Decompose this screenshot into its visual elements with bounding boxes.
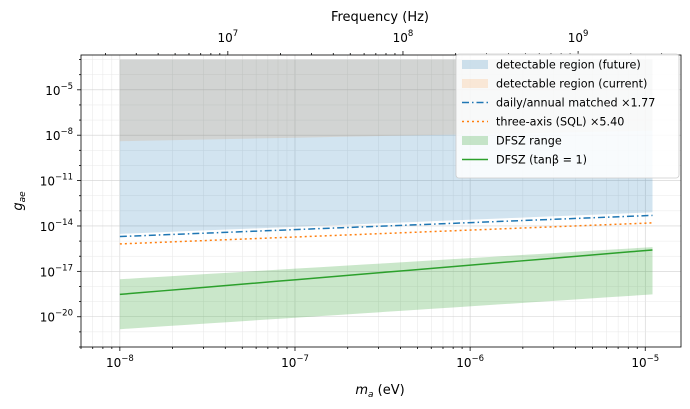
line-daily-annual-matched-1-77 (119, 214, 653, 238)
legend-box (455, 53, 680, 179)
x-tick-label: 10−7 (281, 354, 309, 370)
axes-ticks: 10−8 10−7 10−6 10−5 10−20 10−17 10−14 10−11 10−8… (40, 29, 663, 370)
x-tick-label: 10−5 (631, 354, 659, 370)
x-tick-label: 10−6 (456, 354, 484, 370)
line-dfsz-tan-1- (119, 249, 653, 296)
legend-swatch (462, 79, 488, 88)
band-dfsz-range (119, 247, 653, 330)
y-axis-title-sub: ae (18, 191, 28, 203)
y-tick-label: 10−17 (40, 263, 73, 279)
y-tick-label: 10−8 (45, 127, 73, 143)
y-tick-label: 10−14 (40, 218, 73, 234)
legend: detectable region (future) detectable reg… (455, 53, 680, 179)
plot-frame (80, 54, 682, 348)
top-axis-title: Frequency (Hz) (331, 10, 429, 25)
legend-label: daily/annual matched ×1.77 (496, 97, 655, 110)
line-three-axis-sql-5-40 (119, 222, 653, 245)
x-axis-title-var: m (355, 383, 368, 398)
legend-label: three-axis (SQL) ×5.40 (496, 116, 624, 129)
y-axis-title-var: g (11, 202, 26, 210)
x-tick-label: 10−8 (106, 354, 134, 370)
top-tick-label: 108 (393, 29, 414, 45)
y-tick-label: 10−11 (40, 173, 73, 189)
legend-swatch (462, 136, 488, 145)
x-axis-title: ma (eV) (355, 383, 404, 400)
top-tick-label: 107 (217, 29, 238, 45)
legend-label: detectable region (future) (496, 59, 641, 72)
top-tick-label: 109 (568, 29, 589, 45)
y-tick-label: 10−5 (45, 82, 73, 98)
y-axis-title: gae (11, 191, 28, 211)
legend-label: detectable region (current) (496, 78, 647, 91)
line-layer (119, 214, 653, 296)
y-tick-label: 10−20 (40, 309, 73, 325)
legend-label: DFSZ (tanβ = 1) (496, 154, 587, 167)
x-axis-title-unit: (eV) (374, 383, 405, 398)
legend-swatch (462, 60, 488, 69)
x-axis-title-sub: a (368, 390, 374, 400)
legend-label: DFSZ range (496, 135, 562, 148)
